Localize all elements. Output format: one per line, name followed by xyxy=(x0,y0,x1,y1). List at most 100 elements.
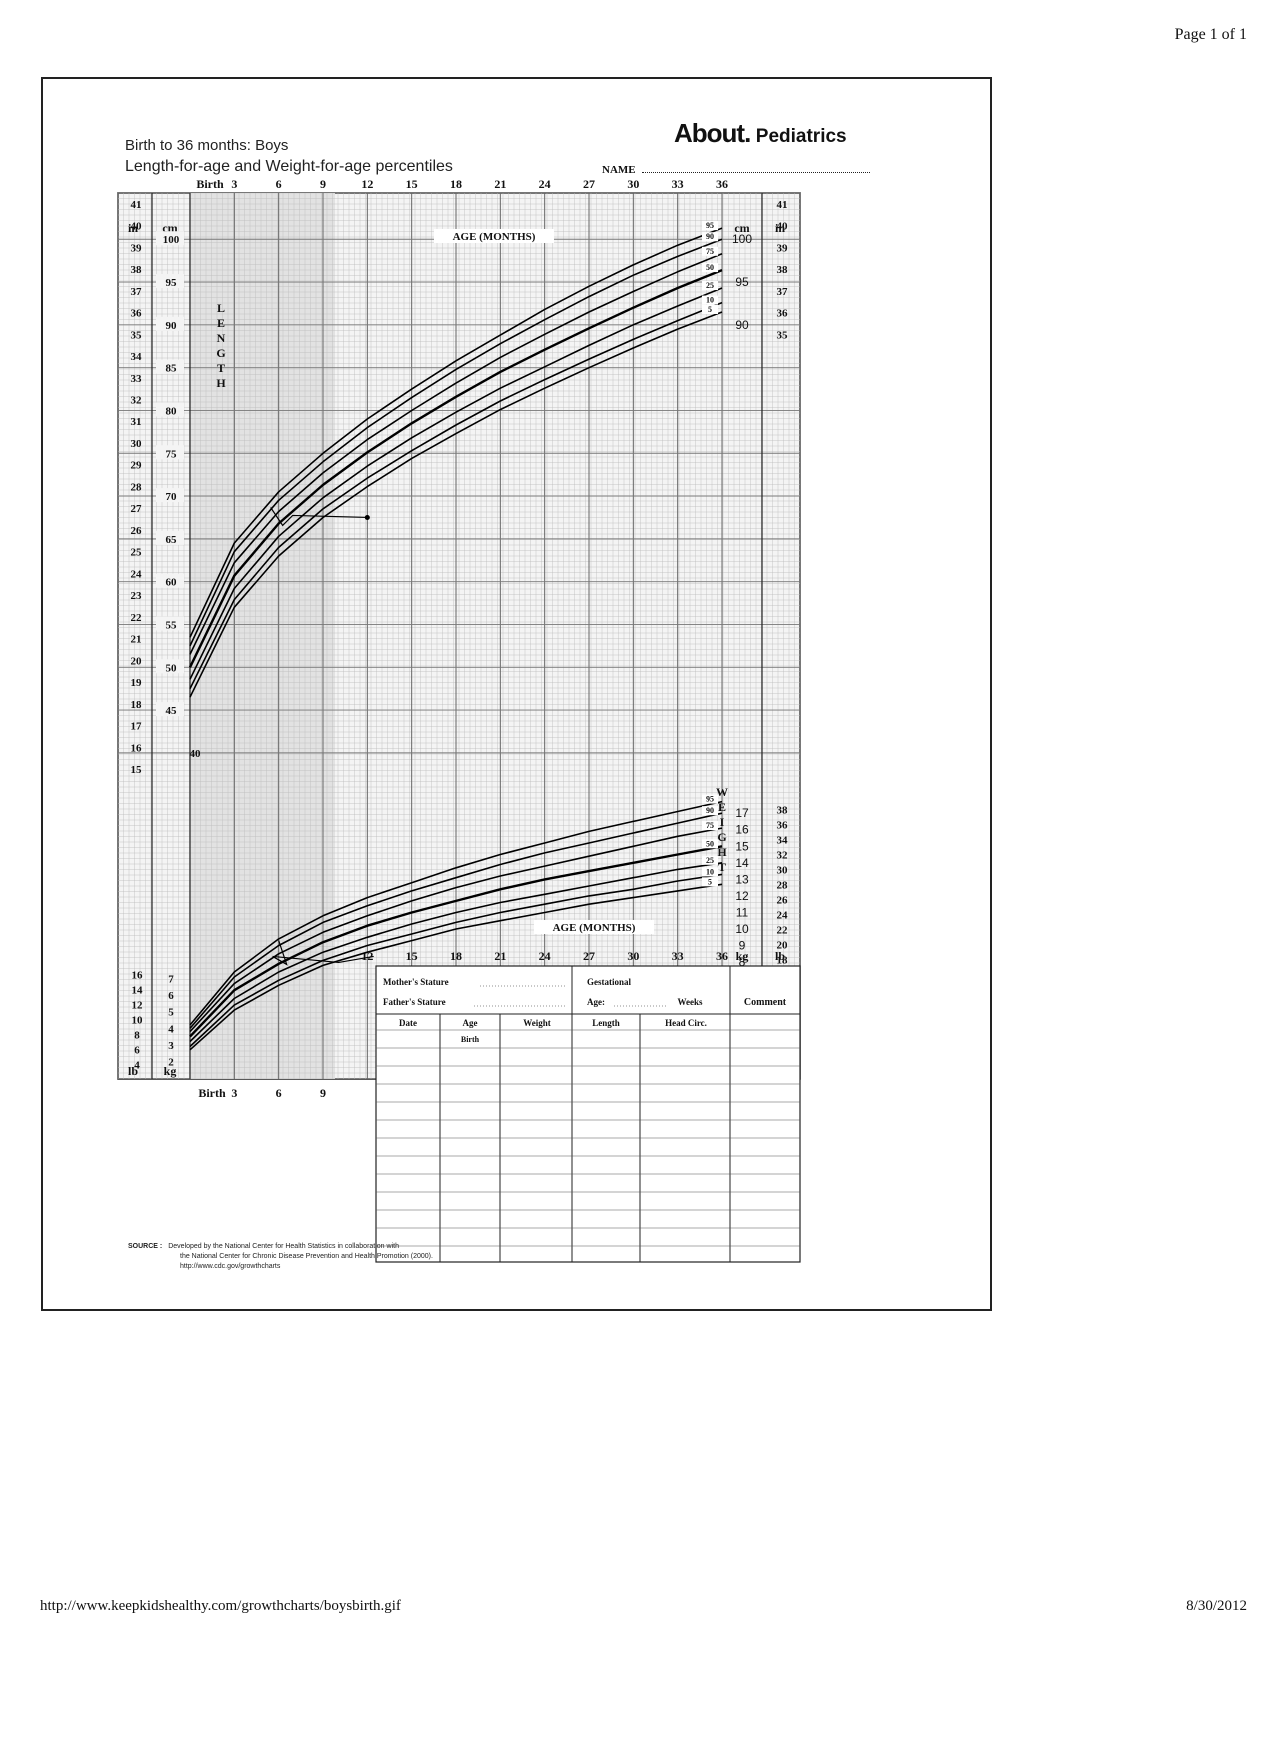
weight-letter: W xyxy=(716,785,728,799)
percentile-label-bg xyxy=(702,794,718,804)
gestational-label: Gestational xyxy=(587,977,631,987)
mid-age-label: 24 xyxy=(539,949,551,963)
in-tick-label: 20 xyxy=(131,655,143,667)
mid-age-label: 18 xyxy=(450,949,462,963)
lb-tick-label-right: 30 xyxy=(777,864,789,876)
cm-tick-label-right: 95 xyxy=(735,275,749,289)
percentile-label-50: 50 xyxy=(706,839,714,848)
top-age-label: 33 xyxy=(672,177,684,191)
source-label: SOURCE : xyxy=(128,1243,163,1250)
percentile-label-bg xyxy=(702,263,718,273)
in-tick-label: 39 xyxy=(131,242,143,254)
length-point-marker xyxy=(270,507,369,527)
in-tick-label-right: 40 xyxy=(777,221,789,233)
tick-bg xyxy=(156,616,184,631)
tick-bg xyxy=(156,530,184,545)
bottom-age-label: 9 xyxy=(320,1086,326,1100)
length-letter: G xyxy=(216,346,225,360)
in-tick-label: 33 xyxy=(131,373,143,385)
length-point-dot xyxy=(364,514,370,520)
in-tick-label: 17 xyxy=(131,721,143,733)
name-field[interactable]: NAME xyxy=(602,164,870,176)
chart-subtitle: Length-for-age and Weight-for-age percen… xyxy=(125,158,453,175)
percentile-line-5 xyxy=(189,883,723,1051)
form-column-2: Weight xyxy=(523,1018,551,1028)
in-tick-label: 16 xyxy=(131,742,143,754)
percentile-label-bg xyxy=(702,877,718,887)
lb-tick-label-right: 20 xyxy=(777,939,789,951)
weight-point-marker xyxy=(272,940,374,966)
mid-age-label: 21 xyxy=(494,949,506,963)
percentile-label-95: 95 xyxy=(706,221,714,230)
percentile-label-bg xyxy=(702,855,718,865)
percentile-label-bg xyxy=(702,232,718,242)
tick-bg xyxy=(156,316,184,331)
percentile-label-bg xyxy=(702,221,718,231)
percentile-line-10 xyxy=(189,301,723,690)
kg-tick-label-right: 10 xyxy=(735,922,749,936)
tick-bg xyxy=(156,274,184,289)
percentile-label-10: 10 xyxy=(706,296,714,305)
lb-tick-label-left: 14 xyxy=(132,984,144,996)
mid-age-label: 27 xyxy=(583,949,595,963)
tick-bg xyxy=(156,488,184,503)
kg-tick-label-left: 5 xyxy=(168,1007,174,1019)
in-tick-label-right: 41 xyxy=(777,199,788,211)
in-tick-label: 34 xyxy=(131,351,143,363)
lb-tick-label-left: 8 xyxy=(134,1029,140,1041)
percentile-label-25: 25 xyxy=(706,281,714,290)
lb-tick-label-left: 6 xyxy=(134,1044,140,1056)
percentile-label-bg xyxy=(702,305,718,315)
tick-bg xyxy=(156,573,184,588)
kg-tick-label-right: 13 xyxy=(735,872,749,886)
percentile-label-5: 5 xyxy=(708,305,712,314)
cm-tick-label: 70 xyxy=(166,491,178,503)
bottom-age-label: 3 xyxy=(231,1086,237,1100)
in-tick-label: 37 xyxy=(131,286,143,298)
kg-tick-label-right: 12 xyxy=(735,889,749,903)
lb-tick-label-left: 4 xyxy=(134,1059,140,1071)
cm-tick-label: 65 xyxy=(166,534,178,546)
in-tick-label: 22 xyxy=(131,612,143,624)
percentile-line-50 xyxy=(189,845,723,1038)
percentile-label-75: 75 xyxy=(706,247,714,256)
top-age-label: 24 xyxy=(539,177,551,191)
in-tick-label: 26 xyxy=(131,525,143,537)
gestational-age-label: Age: xyxy=(587,997,605,1007)
in-tick-label: 28 xyxy=(131,481,143,493)
lb-tick-label-right: 34 xyxy=(777,834,789,846)
weight-letter: T xyxy=(718,860,726,874)
source-note: SOURCE : Developed by the National Center… xyxy=(128,1242,433,1272)
top-age-label: 18 xyxy=(450,177,462,191)
kg-tick-label-right: 16 xyxy=(735,823,749,837)
logo-brand: About xyxy=(674,118,745,148)
unit-in-left: in xyxy=(128,221,138,235)
percentile-label-bg xyxy=(702,821,718,831)
percentile-line-90 xyxy=(189,238,723,647)
page-number: Page 1 of 1 xyxy=(1174,26,1247,43)
unit-lb-left: lb xyxy=(128,1064,138,1078)
about-logo: About. Pediatrics xyxy=(674,118,847,148)
source-line3: http://www.cdc.gov/growthcharts xyxy=(180,1263,281,1270)
percentile-line-10 xyxy=(189,873,723,1048)
weight-letter: E xyxy=(718,800,726,814)
in-tick-label: 40 xyxy=(131,221,143,233)
lb-tick-label-right: 22 xyxy=(777,924,789,936)
form-column-0: Date xyxy=(399,1018,417,1028)
percentile-line-5 xyxy=(189,311,723,698)
source-line2: the National Center for Chronic Disease … xyxy=(180,1253,433,1260)
in-tick-label-right: 39 xyxy=(777,242,789,254)
percentile-line-25 xyxy=(189,862,723,1043)
chart-frame xyxy=(41,77,992,1311)
kg-tick-label-right: 15 xyxy=(735,839,749,853)
percentile-line-90 xyxy=(189,812,723,1029)
kg-tick-label-left: 6 xyxy=(168,990,174,1002)
form-column-3: Length xyxy=(592,1018,620,1028)
unit-cm-right: cm xyxy=(734,221,749,235)
kg-tick-label-right: 9 xyxy=(739,939,746,953)
percentile-label-75: 75 xyxy=(706,821,714,830)
lb-tick-label-right: 36 xyxy=(777,819,789,831)
unit-kg-right: kg xyxy=(736,949,749,963)
cm-tick-label: 50 xyxy=(166,662,178,674)
